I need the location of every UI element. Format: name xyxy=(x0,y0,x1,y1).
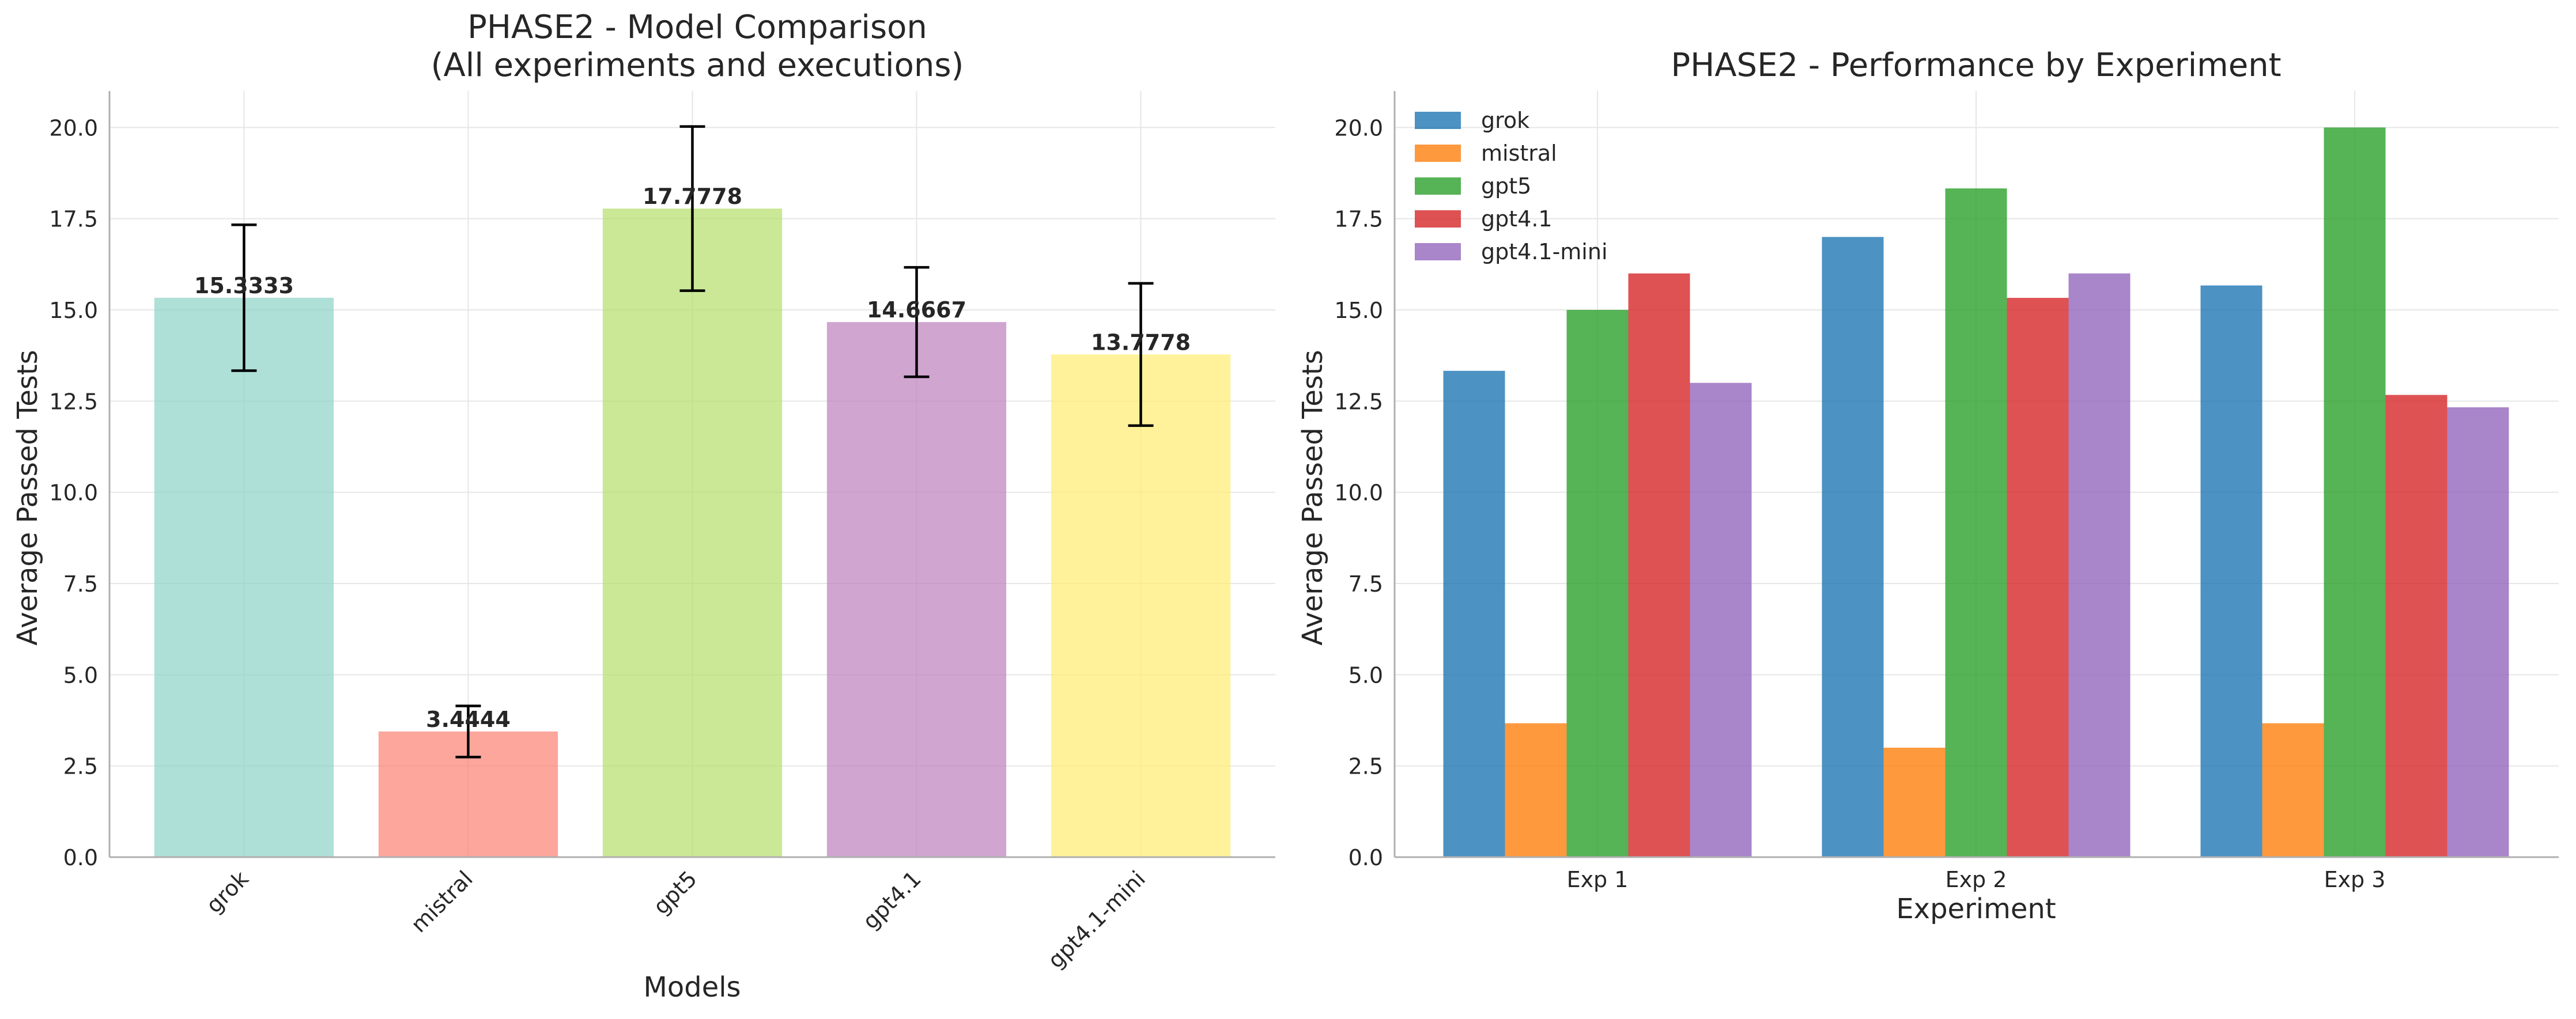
legend-swatch-mistral xyxy=(1415,145,1461,162)
model-comparison-chart: PHASE2 - Model Comparison (All experimen… xyxy=(12,9,1275,1003)
right-y-axis-label: Average Passed Tests xyxy=(1297,350,1329,645)
left-chart-title: PHASE2 - Model Comparison xyxy=(467,9,927,46)
legend-swatch-gpt5 xyxy=(1415,177,1461,195)
left-y-tick-label: 12.5 xyxy=(49,389,98,414)
left-y-axis-label: Average Passed Tests xyxy=(12,350,44,645)
model-bar-gpt5 xyxy=(602,209,783,858)
left-error-bars xyxy=(231,125,1154,759)
left-y-tick-label: 10.0 xyxy=(49,480,98,506)
bar-grok-exp-2 xyxy=(1822,237,1884,857)
left-value-labels: 15.3333 3.4444 17.7778 14.6667 13.7778 xyxy=(194,184,1191,732)
left-y-tick-label: 20.0 xyxy=(49,115,98,141)
left-y-tick-label: 2.5 xyxy=(63,754,98,779)
legend-label-grok: grok xyxy=(1481,108,1529,133)
bar-gpt4.1-exp-1 xyxy=(1628,273,1690,858)
bar-gpt5-exp-1 xyxy=(1566,310,1629,857)
legend-swatch-gpt4.1 xyxy=(1415,210,1461,228)
right-y-tick-label: 0.0 xyxy=(1349,845,1383,870)
value-label-gpt4.1: 14.6667 xyxy=(867,297,966,323)
bar-gpt5-exp-2 xyxy=(1945,188,2007,858)
x-tick-label-exp-1: Exp 1 xyxy=(1567,867,1629,892)
right-axes xyxy=(1393,91,2559,858)
bar-gpt4.1-mini-exp-3 xyxy=(2447,407,2509,857)
left-bars xyxy=(154,209,1231,858)
model-bar-gpt4.1-mini xyxy=(1051,354,1231,857)
bar-mistral-exp-2 xyxy=(1883,748,1946,857)
right-bars xyxy=(1443,127,2509,858)
x-tick-label-exp-3: Exp 3 xyxy=(2324,867,2386,892)
left-x-axis-label: Models xyxy=(643,971,741,1003)
left-y-tick-label: 0.0 xyxy=(63,845,98,870)
value-label-gpt5: 17.7778 xyxy=(643,184,742,209)
model-bar-gpt4.1 xyxy=(826,322,1007,857)
value-label-gpt4.1-mini: 13.7778 xyxy=(1091,329,1191,355)
right-x-ticks: Exp 1 Exp 2 Exp 3 xyxy=(1567,867,2386,892)
bar-mistral-exp-3 xyxy=(2262,723,2324,857)
right-x-axis-label: Experiment xyxy=(1896,893,2056,925)
legend-label-gpt4.1: gpt4.1 xyxy=(1481,206,1553,232)
right-y-tick-label: 5.0 xyxy=(1349,662,1383,688)
bar-gpt4.1-exp-3 xyxy=(2385,395,2447,857)
bar-gpt5-exp-3 xyxy=(2324,127,2386,857)
legend-swatch-gpt4.1-mini xyxy=(1415,243,1461,260)
legend-label-mistral: mistral xyxy=(1481,141,1557,166)
performance-by-experiment-chart: PHASE2 - Performance by Experiment 0.0 2.… xyxy=(1297,47,2559,925)
right-y-tick-label: 2.5 xyxy=(1349,754,1383,779)
left-y-tick-label: 5.0 xyxy=(63,662,98,688)
right-y-ticks: 0.0 2.5 5.0 7.5 10.0 12.5 15.0 17.5 20.0 xyxy=(1334,115,1383,870)
right-legend: grok mistral gpt5 gpt4.1 gpt4.1-mini xyxy=(1415,108,1608,264)
left-y-tick-label: 7.5 xyxy=(63,571,98,597)
legend-swatch-grok xyxy=(1415,112,1461,129)
model-bar-grok xyxy=(154,297,334,857)
bar-gpt4.1-mini-exp-1 xyxy=(1690,382,1752,857)
left-y-tick-label: 15.0 xyxy=(49,298,98,323)
left-y-ticks: 0.0 2.5 5.0 7.5 10.0 12.5 15.0 17.5 20.0 xyxy=(49,115,98,870)
legend-label-gpt4.1-mini: gpt4.1-mini xyxy=(1481,239,1608,264)
left-axes xyxy=(108,91,1275,858)
right-y-tick-label: 15.0 xyxy=(1334,298,1383,323)
left-y-tick-label: 17.5 xyxy=(49,207,98,232)
value-label-grok: 15.3333 xyxy=(194,273,294,298)
right-y-tick-label: 10.0 xyxy=(1334,480,1383,506)
right-y-tick-label: 7.5 xyxy=(1349,571,1383,597)
right-chart-title: PHASE2 - Performance by Experiment xyxy=(1671,47,2281,84)
right-y-tick-label: 20.0 xyxy=(1334,115,1383,141)
left-chart-subtitle: (All experiments and executions) xyxy=(431,47,964,84)
bar-gpt4.1-mini-exp-2 xyxy=(2068,273,2131,858)
x-tick-label-exp-2: Exp 2 xyxy=(1946,867,2007,892)
value-label-mistral: 3.4444 xyxy=(426,707,511,732)
bar-grok-exp-3 xyxy=(2200,285,2263,858)
bar-gpt4.1-exp-2 xyxy=(2007,298,2069,857)
legend-label-gpt5: gpt5 xyxy=(1481,173,1531,199)
bar-grok-exp-1 xyxy=(1443,370,1505,857)
bar-mistral-exp-1 xyxy=(1505,723,1567,857)
right-y-tick-label: 17.5 xyxy=(1334,207,1383,232)
right-y-tick-label: 12.5 xyxy=(1334,389,1383,414)
